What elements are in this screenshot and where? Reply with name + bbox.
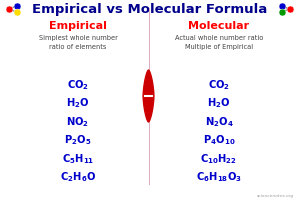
Text: $\mathbf{C_5H_{11}}$: $\mathbf{C_5H_{11}}$ — [62, 152, 94, 166]
Text: Simplest whole number
ratio of elements: Simplest whole number ratio of elements — [39, 35, 117, 50]
Text: Empirical vs Molecular Formula: Empirical vs Molecular Formula — [32, 3, 268, 16]
Text: $\mathbf{CO_2}$: $\mathbf{CO_2}$ — [67, 78, 89, 92]
Text: $\mathbf{C_2H_6O}$: $\mathbf{C_2H_6O}$ — [60, 170, 96, 184]
Text: $\mathbf{C_{10}H_{22}}$: $\mathbf{C_{10}H_{22}}$ — [200, 152, 238, 166]
Text: sciencenotes.org: sciencenotes.org — [257, 194, 294, 198]
Text: Empirical: Empirical — [49, 21, 107, 31]
Text: $\mathbf{P_4O_{10}}$: $\mathbf{P_4O_{10}}$ — [203, 133, 235, 147]
Text: $\mathbf{NO_2}$: $\mathbf{NO_2}$ — [66, 115, 90, 129]
Text: $\mathbf{C_6H_{18}O_3}$: $\mathbf{C_6H_{18}O_3}$ — [196, 170, 242, 184]
Text: $\mathbf{H_2O}$: $\mathbf{H_2O}$ — [207, 97, 231, 110]
Text: $\mathbf{N_2O_4}$: $\mathbf{N_2O_4}$ — [205, 115, 233, 129]
Polygon shape — [143, 70, 154, 122]
Text: $\mathbf{H_2O}$: $\mathbf{H_2O}$ — [66, 97, 90, 110]
Text: Actual whole number ratio
Multiple of Empirical: Actual whole number ratio Multiple of Em… — [175, 35, 263, 50]
Text: $\mathbf{CO_2}$: $\mathbf{CO_2}$ — [208, 78, 230, 92]
Text: $\mathbf{P_2O_5}$: $\mathbf{P_2O_5}$ — [64, 133, 92, 147]
Text: Molecular: Molecular — [188, 21, 250, 31]
